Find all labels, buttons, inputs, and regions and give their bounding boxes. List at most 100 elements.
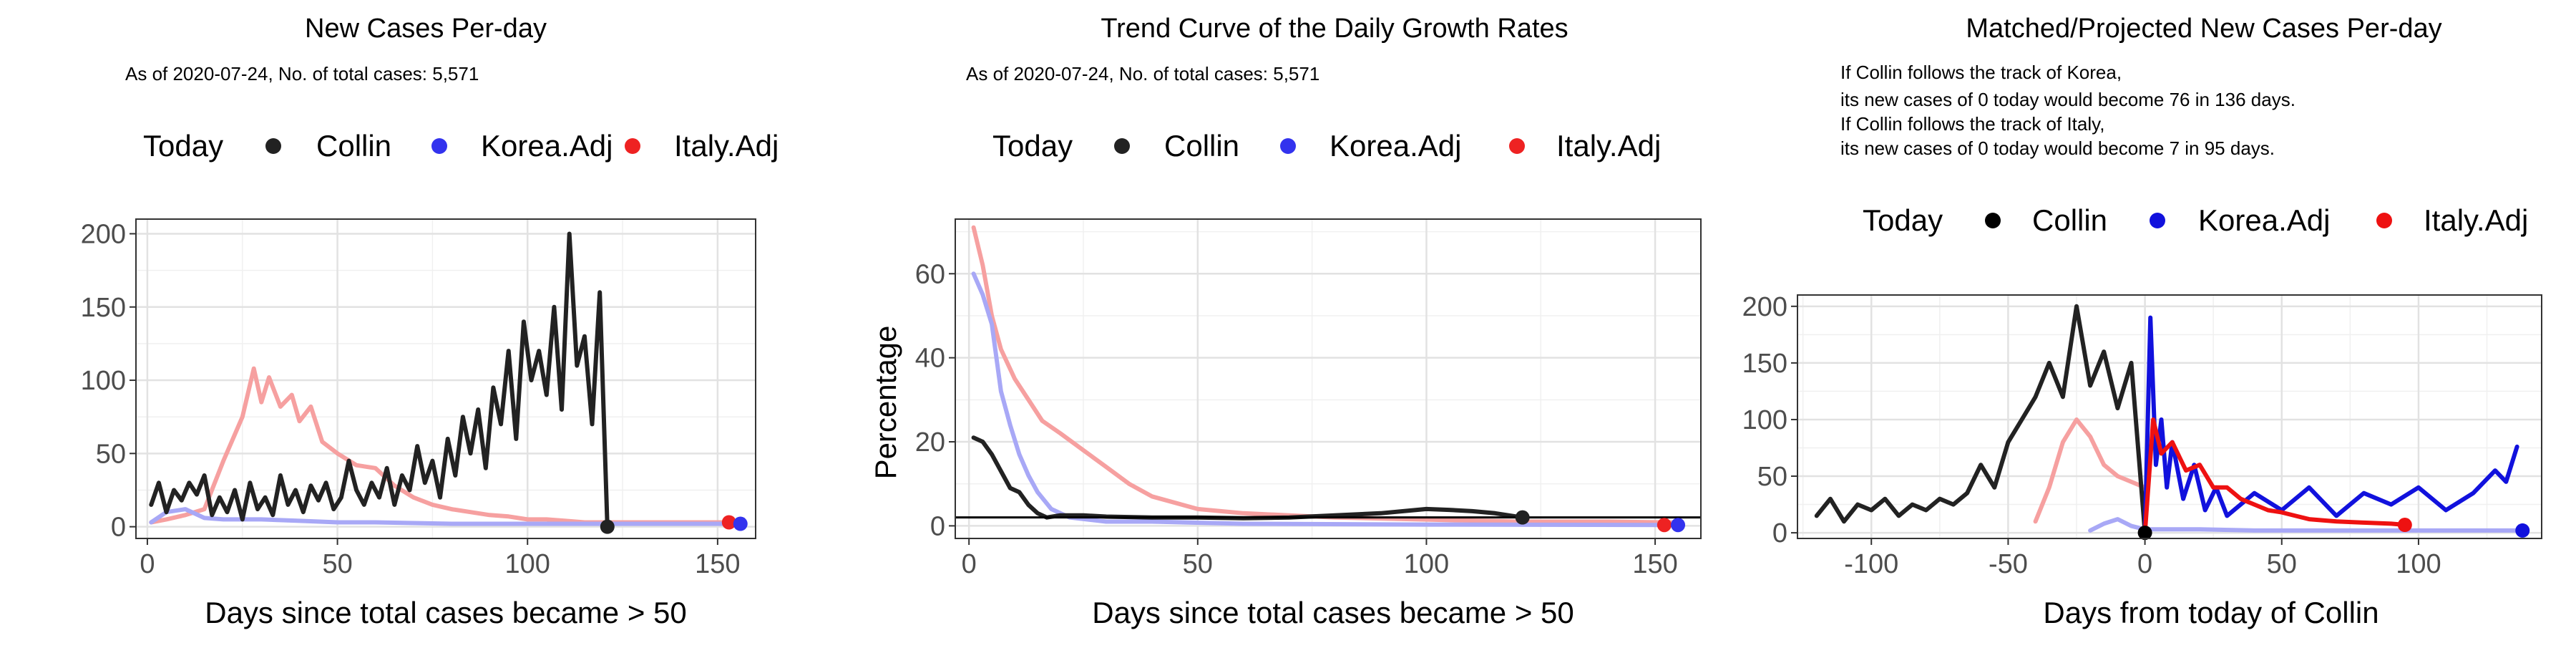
plot-series: [1814, 304, 2519, 536]
legend: Today Collin Korea.Adj Italy.Adj: [1863, 203, 2528, 237]
series-line-korea-adj-past: [2088, 517, 2519, 533]
today-marker-collin: [2137, 526, 2152, 541]
panel-projected: Matched/Projected New Cases Per-day If C…: [1742, 14, 2542, 629]
legend-label-italy: Italy.Adj: [674, 129, 779, 163]
legend: Today Collin Korea.Adj Italy.Adj: [143, 129, 779, 163]
series-line-korea-adj: [2142, 315, 2519, 536]
legend-title: Today: [992, 129, 1073, 163]
x-tick-label: 0: [962, 549, 977, 579]
chart-subtitle: As of 2020-07-24, No. of total cases: 5,…: [125, 63, 479, 84]
today-marker-korea-adj: [733, 516, 748, 531]
x-tick-label: 100: [1404, 549, 1449, 579]
plot-frame: [955, 218, 1702, 539]
series-line-collin: [149, 231, 610, 529]
projection-note-3: If Collin follows the track of Italy,: [1840, 113, 2104, 135]
y-tick-label: 150: [81, 293, 126, 323]
today-markers: [1515, 510, 1686, 533]
y-tick-label: 20: [915, 427, 945, 458]
legend-label-collin: Collin: [2032, 203, 2107, 237]
today-marker-italy-adj: [1657, 518, 1672, 533]
chart-subtitle: As of 2020-07-24, No. of total cases: 5,…: [966, 63, 1319, 84]
x-tick-label: 50: [1183, 549, 1213, 579]
y-tick-label: 100: [1742, 405, 1787, 435]
series-line-italy-adj-past: [2033, 417, 2147, 524]
legend-label-italy: Italy.Adj: [2424, 203, 2528, 237]
legend-key-italy: [2376, 213, 2392, 228]
y-tick-label: 50: [96, 439, 126, 469]
x-tick-label: 50: [2267, 549, 2297, 579]
plot-frame: [135, 218, 756, 539]
legend-key-collin: [265, 138, 281, 154]
plot-background: [1797, 295, 2542, 538]
legend-label-collin: Collin: [316, 129, 391, 163]
today-markers: [600, 515, 748, 534]
projection-note-2: its new cases of 0 today would become 76…: [1840, 89, 2296, 110]
panel-new-cases: New Cases Per-day As of 2020-07-24, No. …: [81, 14, 779, 629]
projection-note-4: its new cases of 0 today would become 7 …: [1840, 137, 2275, 159]
y-tick-label: 100: [81, 366, 126, 396]
x-tick-label: 100: [505, 549, 550, 579]
chart-title: Trend Curve of the Daily Growth Rates: [1101, 14, 1568, 44]
legend-label-korea: Korea.Adj: [1330, 129, 1461, 163]
x-tick-label: 100: [2396, 549, 2441, 579]
axis-ticks: -100 -50 0 50 100 0 50 100 150 200: [1742, 292, 2441, 579]
y-tick-label: 60: [915, 259, 945, 289]
x-tick-label: -50: [1989, 549, 2028, 579]
legend-key-korea: [2150, 213, 2165, 228]
x-axis-label: Days from today of Collin: [2043, 596, 2379, 629]
legend-key-korea: [431, 138, 447, 154]
today-marker-korea-adj: [1671, 518, 1686, 533]
legend-label-korea: Korea.Adj: [2198, 203, 2330, 237]
y-tick-label: 50: [1757, 462, 1787, 492]
plot-series: [149, 231, 739, 529]
x-axis-label: Days since total cases became > 50: [1092, 596, 1574, 629]
x-tick-label: 0: [140, 549, 155, 579]
panel-growth-rates: Trend Curve of the Daily Growth Rates As…: [869, 14, 1702, 629]
chart-title: New Cases Per-day: [305, 14, 547, 44]
series-line-italy-adj: [971, 225, 1680, 525]
y-axis-label: Percentage: [869, 326, 902, 480]
today-markers: [2137, 518, 2530, 541]
plot-background: [955, 219, 1701, 538]
legend-label-collin: Collin: [1164, 129, 1239, 163]
x-tick-label: 150: [1632, 549, 1677, 579]
legend-title: Today: [143, 129, 223, 163]
series-line-korea-adj: [971, 271, 1680, 528]
y-tick-label: 200: [1742, 292, 1787, 322]
y-tick-label: 40: [915, 344, 945, 374]
plot-grid: [1797, 295, 2542, 538]
legend-title: Today: [1863, 203, 1943, 237]
plot-background: [136, 219, 756, 538]
projection-note-1: If Collin follows the track of Korea,: [1840, 62, 2122, 83]
x-tick-label: 0: [2137, 549, 2152, 579]
legend: Today Collin Korea.Adj Italy.Adj: [992, 129, 1661, 163]
today-marker-korea-adj: [2515, 523, 2530, 538]
plot-grid: [955, 219, 1701, 538]
plot-frame: [1797, 294, 2542, 539]
x-tick-label: 150: [695, 549, 740, 579]
today-marker-italy-adj: [721, 515, 736, 530]
legend-key-collin: [1114, 138, 1130, 154]
chart-title: Matched/Projected New Cases Per-day: [1966, 14, 2441, 44]
plot-grid: [136, 219, 756, 538]
x-tick-label: 50: [322, 549, 352, 579]
legend-label-italy: Italy.Adj: [1556, 129, 1661, 163]
legend-key-collin: [1985, 213, 2001, 228]
axis-ticks: 0 50 100 150 0 50 100 150 200: [81, 219, 741, 579]
legend-key-italy: [1509, 138, 1525, 154]
legend-label-korea: Korea.Adj: [481, 129, 613, 163]
y-tick-label: 0: [1772, 518, 1787, 548]
y-tick-label: 0: [111, 513, 126, 543]
series-line-korea-adj: [149, 507, 739, 526]
legend-key-italy: [625, 138, 640, 154]
axis-ticks: 0 50 100 150 0 20 40 60: [915, 259, 1678, 579]
x-axis-label: Days since total cases became > 50: [205, 596, 687, 629]
y-tick-label: 0: [930, 511, 945, 541]
today-marker-collin: [600, 519, 615, 534]
series-line-italy-adj: [2142, 417, 2407, 536]
y-tick-label: 200: [81, 219, 126, 249]
y-tick-label: 150: [1742, 349, 1787, 379]
series-line-collin: [1814, 304, 2147, 536]
legend-key-korea: [1280, 138, 1296, 154]
